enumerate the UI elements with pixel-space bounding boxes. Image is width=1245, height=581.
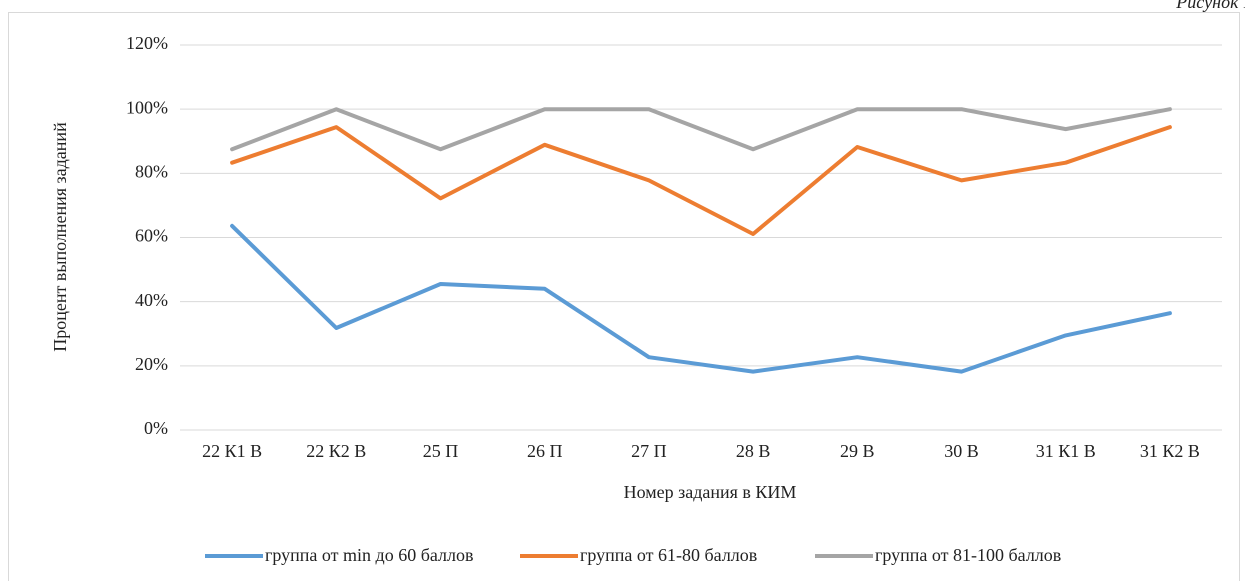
y-tick-label: 80%	[135, 161, 168, 181]
x-tick-label: 27 П	[631, 441, 667, 461]
legend-label: группа от 81-100 баллов	[875, 545, 1061, 565]
legend-label: группа от 61-80 баллов	[580, 545, 757, 565]
caption: Рисунок 1	[1175, 0, 1245, 12]
y-tick-label: 60%	[135, 226, 168, 246]
y-tick-label: 20%	[135, 354, 168, 374]
x-tick-label: 30 В	[944, 441, 979, 461]
x-tick-label: 25 П	[423, 441, 459, 461]
x-tick-label: 31 К2 В	[1140, 441, 1200, 461]
x-tick-label: 26 П	[527, 441, 563, 461]
y-tick-label: 100%	[126, 97, 168, 117]
y-tick-label: 40%	[135, 290, 168, 310]
x-tick-label: 28 В	[736, 441, 771, 461]
x-tick-label: 22 К1 В	[202, 441, 262, 461]
y-tick-label: 120%	[126, 33, 168, 53]
y-axis-label: Процент выполнения заданий	[50, 122, 70, 352]
series-line	[230, 125, 1172, 236]
legend-label: группа от min до 60 баллов	[265, 545, 473, 565]
y-tick-label: 0%	[144, 418, 168, 438]
x-tick-label: 29 В	[840, 441, 875, 461]
x-tick-label: 31 К1 В	[1036, 441, 1096, 461]
series-line	[230, 223, 1172, 374]
series-line	[230, 107, 1172, 152]
x-axis-label: Номер задания в КИМ	[624, 482, 797, 502]
x-tick-label: 22 К2 В	[306, 441, 366, 461]
